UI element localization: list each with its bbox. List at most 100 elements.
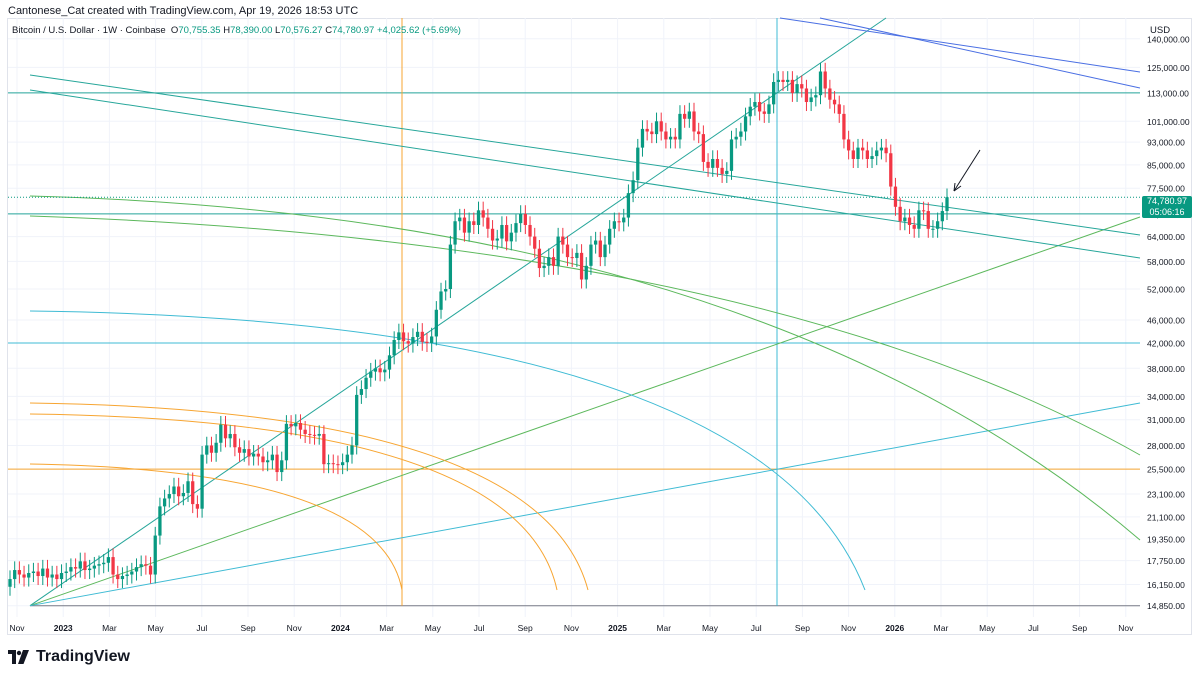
candle-body — [837, 104, 841, 114]
price-tick-label: 31,000.00 — [1147, 415, 1185, 425]
annotation-arrow — [953, 149, 981, 192]
candle-body — [392, 340, 396, 356]
candle-body — [383, 369, 387, 373]
candle-body — [111, 557, 115, 575]
candle-body — [200, 454, 204, 509]
candle-body — [195, 504, 200, 509]
high-label: H — [223, 25, 231, 36]
candle-layer — [8, 62, 949, 596]
candle-body — [687, 111, 691, 119]
chart-frame[interactable] — [7, 18, 1192, 635]
candle-body — [537, 248, 542, 269]
candle-body — [8, 579, 12, 587]
price-tick-label: 52,000.00 — [1147, 285, 1185, 295]
candle-body — [561, 236, 565, 245]
candle-body — [134, 567, 139, 572]
candle-body — [378, 368, 382, 373]
candle-body — [945, 197, 949, 212]
candle-body — [336, 464, 340, 466]
candle-body — [453, 221, 457, 245]
candle-body — [289, 423, 293, 427]
price-axis[interactable]: 140,000.00 125,000.00 113,000.00 101,000.00… — [1147, 34, 1190, 611]
time-tick-label: Jul — [474, 623, 485, 633]
candle-body — [144, 564, 148, 566]
low-label: L — [275, 25, 281, 36]
candle-body — [462, 217, 467, 233]
candle-body — [214, 442, 218, 453]
upper-channel-line — [819, 17, 1141, 89]
high-value: 78,390.00 — [230, 25, 273, 36]
candle-body — [205, 445, 209, 455]
time-tick-label: May — [702, 623, 719, 633]
price-tick-label: 16,150.00 — [1147, 580, 1185, 590]
candle-body — [528, 224, 532, 237]
fib-arc — [29, 463, 403, 591]
candle-body — [786, 79, 790, 82]
candle-body — [781, 79, 785, 82]
candle-body — [209, 445, 214, 453]
candle-body — [795, 84, 799, 93]
price-tick-label: 77,500.00 — [1147, 184, 1185, 194]
time-axis[interactable]: Nov 2023 Mar May Jul Sep Nov 2024 Mar May Jul Sep No… — [9, 623, 1134, 633]
candle-body — [467, 221, 471, 233]
candle-body — [186, 481, 190, 493]
price-tick-label: 46,000.00 — [1147, 316, 1185, 326]
price-tick-label: 101,000.00 — [1147, 117, 1190, 127]
time-tick-label: Mar — [379, 623, 394, 633]
candle-body — [364, 377, 368, 390]
candle-body — [158, 506, 162, 536]
candle-body — [458, 217, 462, 222]
time-tick-label: Nov — [287, 623, 303, 633]
candle-body — [767, 104, 771, 114]
candle-body — [280, 460, 284, 473]
candle-body — [856, 147, 860, 159]
candle-body — [551, 257, 556, 266]
tradingview-logo[interactable]: TradingView — [8, 648, 130, 666]
candle-body — [668, 136, 673, 140]
candle-body — [790, 79, 795, 93]
candle-body — [678, 113, 682, 140]
candle-body — [476, 210, 481, 225]
candle-body — [504, 224, 509, 242]
candle-body — [757, 102, 762, 112]
fib-arc — [29, 310, 866, 591]
candle-body — [519, 213, 523, 224]
candle-body — [720, 167, 724, 174]
candle-body — [303, 429, 307, 434]
candle-body — [617, 221, 621, 223]
candle-body — [397, 332, 401, 341]
candle-body — [875, 150, 879, 157]
time-tick-label: Nov — [9, 623, 25, 633]
candle-body — [879, 147, 884, 151]
currency-label[interactable]: USD — [1150, 25, 1171, 36]
candle-body — [589, 244, 593, 266]
price-tick-label: 34,000.00 — [1147, 392, 1185, 402]
candle-body — [664, 131, 668, 140]
time-tick-label: Sep — [240, 623, 255, 633]
candle-body — [73, 567, 78, 569]
candle-body — [725, 170, 729, 174]
candle-body — [294, 423, 298, 427]
candle-body — [415, 331, 420, 338]
candle-body — [97, 564, 101, 566]
close-label: C — [325, 25, 333, 36]
tradingview-logo-icon — [8, 650, 29, 664]
time-tick-label: Nov — [564, 623, 580, 633]
candle-body — [697, 131, 701, 135]
candle-body — [172, 486, 176, 495]
candle-body — [45, 568, 50, 578]
candle-body — [411, 337, 415, 344]
candle-body — [162, 498, 167, 507]
price-tick-label: 23,100.00 — [1147, 490, 1185, 500]
candle-body — [762, 111, 766, 114]
symbol-name[interactable]: Bitcoin / U.S. Dollar · 1W · Coinbase — [12, 25, 166, 36]
candle-body — [430, 336, 434, 343]
candle-body — [903, 217, 907, 222]
candle-body — [69, 567, 73, 572]
candle-body — [654, 121, 659, 135]
candle-body — [912, 224, 916, 229]
candle-body — [59, 573, 64, 580]
candle-body — [284, 423, 289, 461]
candle-body — [92, 565, 96, 569]
